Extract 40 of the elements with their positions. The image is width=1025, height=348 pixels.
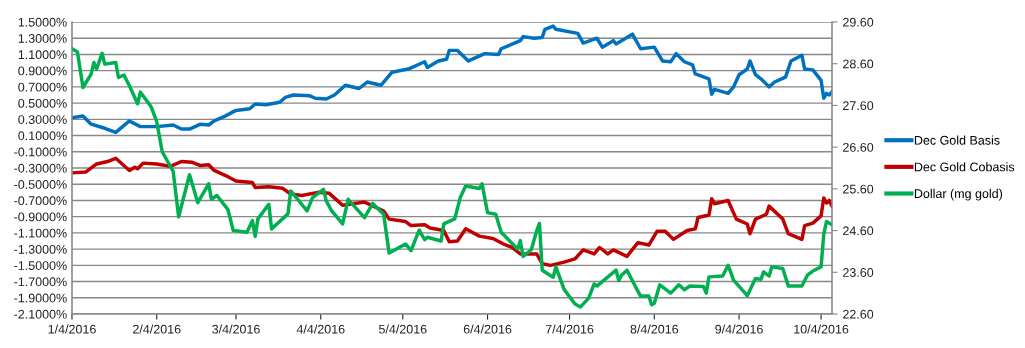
x-tick-label: 5/4/2016 bbox=[378, 324, 427, 334]
y-tick-label: 0.5000% bbox=[18, 98, 67, 108]
legend-label: Dec Gold Basis bbox=[914, 135, 1000, 145]
y2-tick-label: 28.60 bbox=[843, 59, 874, 69]
y-tick-label: -0.5000% bbox=[14, 180, 67, 189]
y-tick-label: 0.9000% bbox=[18, 66, 67, 76]
y2-tick-label: 25.60 bbox=[843, 184, 874, 194]
x-tick-label: 7/4/2016 bbox=[545, 324, 594, 334]
y2-tick-label: 29.60 bbox=[843, 17, 874, 27]
y2-tick-label: 24.60 bbox=[843, 226, 874, 236]
y-tick-label: -0.9000% bbox=[14, 212, 67, 222]
y-tick-label: 0.1000% bbox=[18, 131, 67, 141]
y-tick-label: -0.3000% bbox=[14, 163, 67, 173]
legend-label: Dec Gold Cobasis bbox=[914, 162, 1015, 172]
y-tick-label: 1.1000% bbox=[18, 50, 67, 60]
x-tick-label: 9/4/2016 bbox=[715, 324, 763, 334]
y-tick-label: -1.7000% bbox=[14, 277, 67, 287]
y-tick-label: 0.7000% bbox=[18, 82, 67, 92]
y-tick-label: -2.1000% bbox=[14, 309, 67, 319]
y-tick-label: 0.3000% bbox=[18, 115, 67, 124]
x-tick-label: 4/4/2016 bbox=[296, 324, 345, 334]
y-tick-label: 1.5000% bbox=[18, 17, 67, 27]
y-tick-label: -1.1000% bbox=[14, 228, 67, 238]
y-tick-label: -0.1000% bbox=[14, 147, 67, 157]
y2-tick-label: 26.60 bbox=[843, 142, 874, 152]
y-tick-label: -1.5000% bbox=[14, 261, 67, 270]
x-tick-label: 1/4/2016 bbox=[48, 324, 96, 334]
y2-tick-label: 23.60 bbox=[843, 268, 874, 277]
x-tick-label: 8/4/2016 bbox=[630, 324, 679, 334]
y-tick-label: -1.9000% bbox=[14, 293, 67, 303]
x-tick-label: 10/4/2016 bbox=[794, 324, 849, 334]
y-tick-label: -1.3000% bbox=[14, 244, 67, 254]
y-tick-label: -0.7000% bbox=[14, 196, 67, 206]
x-tick-label: 6/4/2016 bbox=[463, 324, 512, 334]
y2-tick-label: 22.60 bbox=[843, 309, 874, 319]
x-tick-label: 2/4/2016 bbox=[133, 324, 181, 334]
y-tick-label: 1.3000% bbox=[18, 34, 67, 43]
y2-tick-label: 27.60 bbox=[843, 101, 874, 111]
x-tick-label: 3/4/2016 bbox=[212, 324, 260, 334]
legend-label: Dollar (mg gold) bbox=[914, 188, 1003, 201]
